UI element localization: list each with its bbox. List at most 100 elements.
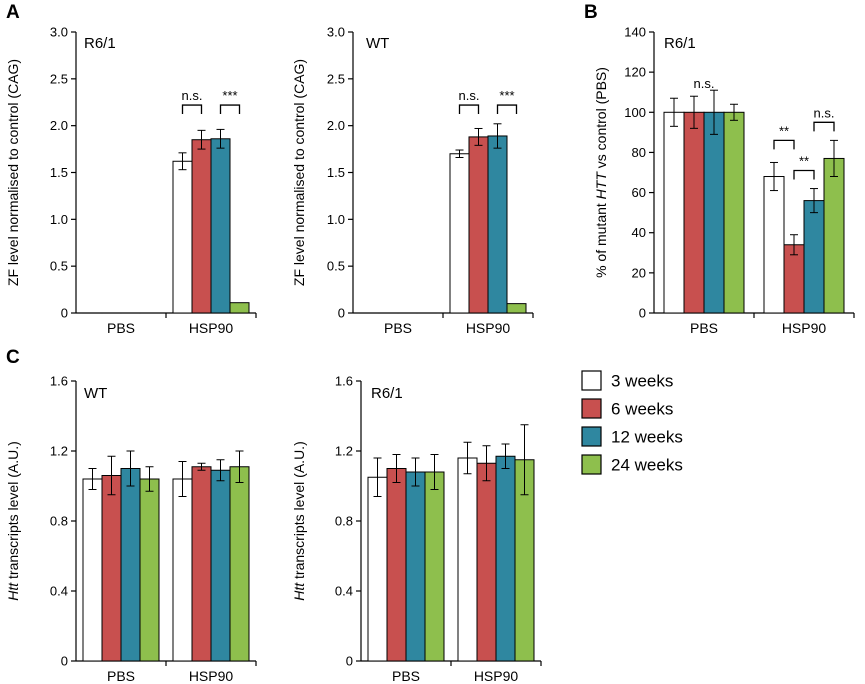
y-axis-label-part: % of mutant: [593, 199, 609, 278]
bar: [210, 138, 231, 314]
x-category-label: HSP90: [189, 320, 234, 336]
bar: [823, 157, 845, 314]
y-tick-label: 0.4: [335, 584, 353, 599]
y-axis-label-part: Htt: [291, 582, 307, 601]
bar: [449, 153, 470, 314]
y-tick-label: 140: [624, 25, 646, 40]
bar: [424, 471, 445, 662]
y-tick-label: 0.5: [327, 259, 345, 274]
significance-label: n.s.: [814, 105, 835, 120]
y-axis-label-part: Htt: [5, 582, 21, 601]
bar: [468, 136, 489, 314]
bar: [367, 476, 388, 662]
bar: [683, 111, 705, 314]
significance-bracket: [496, 104, 518, 115]
legend-label: 6 weeks: [611, 400, 673, 419]
x-category-label: PBS: [107, 320, 135, 336]
bar: [210, 469, 231, 662]
significance-label: ***: [222, 88, 237, 103]
bar: [229, 466, 250, 662]
y-axis-label-part: transcripts level (A.U.): [291, 441, 307, 583]
panel-a2: 0 0.5 1.0 1.5 2.0 2.5 3.0 PBS HSP90 n.s. *** WT ZF l…: [291, 25, 534, 336]
bar: [495, 455, 516, 662]
bar: [82, 478, 103, 662]
bar: [457, 457, 478, 662]
significance-bracket: [813, 121, 835, 132]
panel-b: B 0 20 40 60 80 100 120 140 PBS HSP90 n.s. ** ** n.s. R…: [584, 2, 855, 336]
bar: [229, 302, 250, 314]
y-tick-label: 100: [624, 105, 646, 120]
significance-bracket: [458, 104, 480, 115]
y-tick-label: 80: [632, 145, 646, 160]
bar: [506, 303, 527, 314]
x-category-label: HSP90: [474, 668, 519, 684]
bar: [172, 478, 193, 662]
y-axis-label: % of mutant HTT vs control (PBS): [593, 67, 609, 278]
panel-letter: A: [6, 2, 20, 23]
legend-label: 24 weeks: [611, 456, 683, 475]
bar: [663, 111, 685, 314]
x-category-label: PBS: [690, 320, 718, 336]
bar: [487, 135, 508, 314]
legend-swatch: [581, 454, 602, 475]
bar: [476, 462, 497, 662]
x-category-label: PBS: [384, 320, 412, 336]
y-tick-label: 0.5: [50, 259, 68, 274]
panel-letter: B: [584, 2, 598, 23]
bar: [191, 139, 212, 314]
y-tick-label: 0: [639, 306, 646, 321]
legend-swatch: [581, 426, 602, 447]
y-axis-label: Htt transcripts level (A.U.): [5, 441, 21, 600]
y-tick-label: 20: [632, 265, 646, 280]
panel-a1: A 0 0.5 1.0 1.5 2.0 2.5 3.0 PBS HSP90 n.s. *** R6/1 Z…: [5, 2, 257, 336]
significance-label: n.s.: [182, 88, 203, 103]
bar: [120, 468, 141, 662]
y-tick-label: 1.6: [335, 374, 353, 389]
legend-label: 3 weeks: [611, 372, 673, 391]
x-category-label: HSP90: [782, 320, 827, 336]
bar: [723, 111, 745, 314]
y-tick-label: 0: [338, 306, 345, 321]
bar: [763, 176, 785, 314]
chart-panels: A 0 0.5 1.0 1.5 2.0 2.5 3.0 PBS HSP90 n.s. *** R6/1 Z…: [5, 2, 855, 684]
bar: [803, 200, 825, 314]
panel-c2: 0 0.4 0.8 1.2 1.6 PBS HSP90 R6/1 Htt transcripts…: [291, 374, 542, 684]
y-tick-label: 3.0: [50, 25, 68, 40]
significance-label: n.s.: [694, 76, 715, 91]
significance-bracket: [219, 104, 241, 115]
significance-bracket: [793, 169, 815, 180]
y-tick-label: 120: [624, 65, 646, 80]
bar: [703, 111, 725, 314]
y-axis-label: Htt transcripts level (A.U.): [291, 441, 307, 600]
x-category-label: HSP90: [189, 668, 234, 684]
y-tick-label: 2.5: [327, 71, 345, 86]
panel-title: WT: [84, 385, 107, 402]
y-tick-label: 1.5: [50, 165, 68, 180]
panel-title: WT: [366, 35, 389, 52]
x-category-label: PBS: [392, 668, 420, 684]
significance-label: n.s.: [459, 88, 480, 103]
y-axis-label-part: vs control (PBS): [593, 67, 609, 172]
panel-title: R6/1: [84, 35, 116, 52]
y-tick-label: 40: [632, 225, 646, 240]
y-tick-label: 0: [61, 654, 68, 669]
y-tick-label: 3.0: [327, 25, 345, 40]
y-tick-label: 2.0: [327, 118, 345, 133]
y-tick-label: 0.8: [50, 514, 68, 529]
y-tick-label: 0.8: [335, 514, 353, 529]
y-tick-label: 2.5: [50, 71, 68, 86]
y-tick-label: 1.5: [327, 165, 345, 180]
bar: [172, 160, 193, 314]
bar: [191, 466, 212, 662]
legend-swatch: [581, 398, 602, 419]
y-tick-label: 2.0: [50, 118, 68, 133]
bar: [139, 478, 160, 662]
x-category-label: PBS: [107, 668, 135, 684]
legend-label: 12 weeks: [611, 428, 683, 447]
y-tick-label: 0.4: [50, 584, 68, 599]
y-tick-label: 1.2: [50, 444, 68, 459]
significance-label: ***: [499, 88, 514, 103]
y-tick-label: 1.6: [50, 374, 68, 389]
y-axis-label: ZF level normalised to control (CAG): [5, 59, 21, 286]
